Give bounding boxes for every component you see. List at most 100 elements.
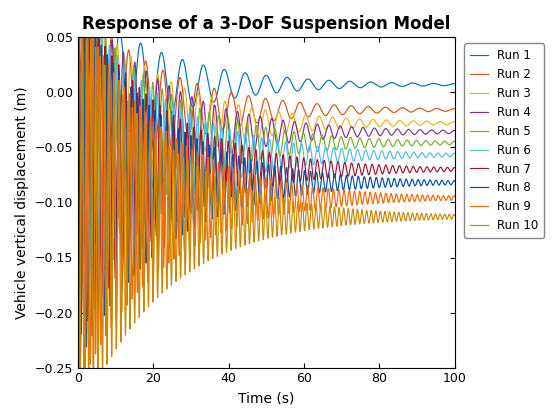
Run 3 [94, 220, 100, 225]
Run 10 [314, 215, 321, 220]
Run 5 [211, 169, 218, 174]
Run 7 [354, 165, 361, 170]
Run 9 [451, 194, 458, 199]
Line: Run 8: Run 8 [78, 13, 455, 359]
Run 10 [374, 217, 381, 222]
Run 7 [451, 165, 458, 170]
Run 1 [374, 83, 381, 88]
Run 8 [354, 178, 361, 183]
Line: Run 1: Run 1 [78, 0, 455, 163]
Run 1 [297, 86, 304, 91]
Run 1 [354, 84, 361, 89]
Run 8 [211, 149, 218, 154]
Run 2 [74, 0, 81, 5]
Run 6 [78, 306, 85, 311]
Run 9 [297, 196, 304, 201]
Run 9 [74, 61, 81, 66]
Run 10 [74, 84, 81, 89]
Run 5 [79, 282, 86, 287]
Run 7 [297, 177, 304, 182]
Run 4 [451, 128, 458, 133]
Line: Run 6: Run 6 [78, 9, 455, 308]
Run 6 [354, 147, 361, 152]
Run 7 [211, 135, 218, 140]
Run 4 [80, 258, 87, 263]
Run 1 [85, 160, 92, 165]
Run 10 [354, 207, 361, 212]
Run 9 [314, 187, 321, 192]
Run 9 [354, 202, 361, 207]
Run 7 [74, 0, 81, 5]
Run 3 [451, 119, 458, 124]
Run 8 [297, 190, 304, 195]
Run 1 [451, 81, 458, 86]
Run 6 [297, 144, 304, 149]
Run 6 [314, 144, 321, 149]
Run 8 [77, 357, 83, 362]
Run 5 [451, 139, 458, 144]
Run 8 [451, 178, 458, 184]
Line: Run 5: Run 5 [78, 1, 455, 284]
Run 3 [354, 118, 361, 123]
Run 1 [314, 87, 321, 92]
Run 7 [374, 167, 381, 172]
Run 5 [94, 31, 100, 36]
Run 1 [94, 24, 100, 29]
Line: Run 4: Run 4 [78, 0, 455, 261]
Run 7 [94, 123, 100, 128]
Run 9 [374, 199, 381, 204]
Run 1 [211, 99, 218, 104]
Run 4 [94, 177, 100, 182]
Run 8 [94, 205, 100, 210]
Run 2 [211, 86, 218, 91]
Run 4 [374, 129, 381, 134]
Run 10 [94, 250, 100, 255]
Run 6 [74, 13, 81, 18]
Run 4 [211, 103, 218, 108]
Run 3 [80, 239, 87, 244]
Run 4 [354, 134, 361, 139]
Run 7 [314, 157, 321, 162]
Line: Run 7: Run 7 [78, 2, 455, 333]
Line: Run 2: Run 2 [78, 2, 455, 210]
Run 9 [94, 182, 100, 187]
Legend: Run 1, Run 2, Run 3, Run 4, Run 5, Run 6, Run 7, Run 8, Run 9, Run 10: Run 1, Run 2, Run 3, Run 4, Run 5, Run 6… [464, 43, 544, 238]
Run 5 [314, 149, 321, 154]
Run 6 [451, 151, 458, 156]
Y-axis label: Vehicle vertical displacement (m): Vehicle vertical displacement (m) [15, 86, 29, 319]
Run 2 [354, 110, 361, 115]
Run 3 [297, 126, 304, 131]
Run 3 [74, 4, 81, 9]
Run 2 [94, 52, 100, 57]
Run 9 [79, 13, 86, 18]
Run 2 [451, 106, 458, 111]
Run 8 [74, 30, 81, 35]
Run 5 [74, 0, 81, 3]
Run 10 [451, 213, 458, 218]
Run 8 [374, 178, 381, 183]
Run 8 [80, 10, 87, 15]
Run 3 [314, 116, 321, 121]
Run 3 [211, 114, 218, 119]
Run 6 [211, 128, 218, 133]
Run 2 [82, 207, 89, 213]
Run 9 [77, 384, 83, 389]
Run 6 [82, 6, 88, 11]
Run 8 [314, 173, 321, 178]
Run 4 [314, 122, 321, 127]
Run 2 [374, 110, 381, 116]
Run 10 [297, 220, 304, 225]
Run 2 [314, 101, 321, 106]
Run 10 [211, 190, 218, 195]
Run 7 [78, 331, 85, 336]
Run 5 [374, 138, 381, 143]
Run 5 [297, 142, 304, 147]
Title: Response of a 3-DoF Suspension Model: Response of a 3-DoF Suspension Model [82, 15, 450, 33]
Run 3 [374, 122, 381, 127]
Run 5 [354, 142, 361, 147]
Run 6 [374, 157, 381, 162]
Run 9 [211, 187, 218, 192]
Line: Run 10: Run 10 [78, 17, 455, 420]
Run 2 [297, 100, 304, 105]
Run 4 [297, 139, 304, 144]
